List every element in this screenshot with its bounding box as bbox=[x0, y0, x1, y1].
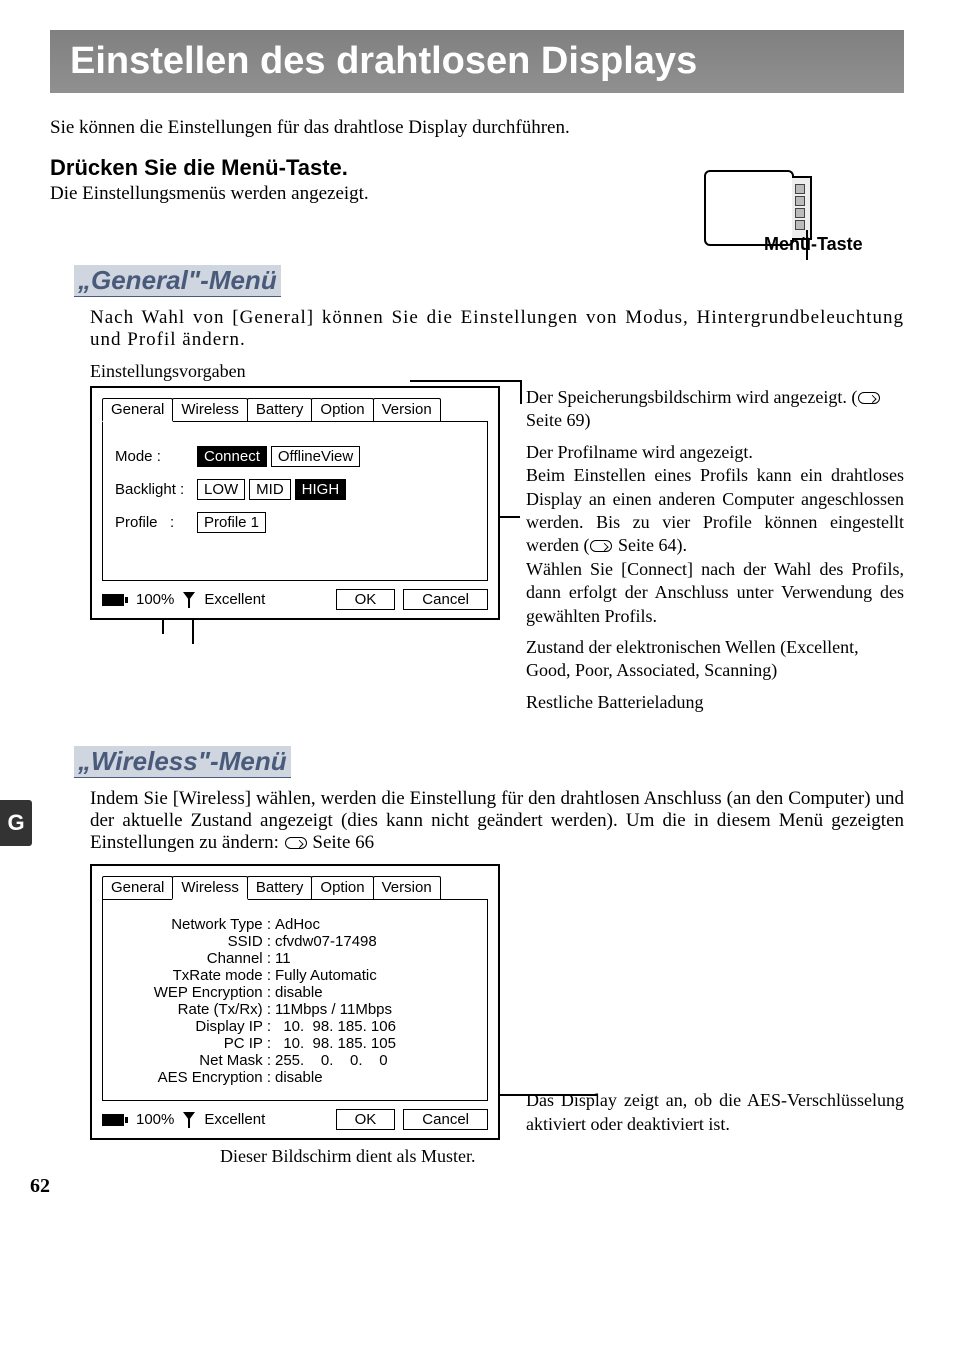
wl-label-ssid: SSID : bbox=[115, 933, 275, 950]
page-ref-icon bbox=[285, 837, 307, 849]
profile-value[interactable]: Profile 1 bbox=[197, 512, 266, 533]
wl-val-wep: disable bbox=[275, 984, 323, 1001]
wl-val-pcip: 10. 98. 185. 105 bbox=[275, 1035, 396, 1052]
ok-button[interactable]: OK bbox=[336, 589, 396, 610]
page-title: Einstellen des drahtlosen Displays bbox=[50, 30, 904, 93]
battery-percent: 100% bbox=[136, 1111, 174, 1128]
wireless-body: Indem Sie [Wireless] wählen, werden die … bbox=[90, 788, 904, 854]
page-ref-icon bbox=[858, 392, 880, 404]
backlight-label: Backlight : bbox=[115, 481, 197, 498]
wireless-bottom-caption: Dieser Bildschirm dient als Muster. bbox=[220, 1146, 904, 1167]
general-body: Nach Wahl von [General] können Sie die E… bbox=[90, 307, 904, 351]
general-heading: „General"-Menü bbox=[74, 265, 281, 297]
cancel-button[interactable]: Cancel bbox=[403, 589, 488, 610]
wl-label-netmask: Net Mask : bbox=[115, 1052, 275, 1069]
annot-battery: Restliche Batterieladung bbox=[526, 691, 904, 714]
tab-battery[interactable]: Battery bbox=[247, 398, 313, 422]
wl-label-displayip: Display IP : bbox=[115, 1018, 275, 1035]
tab-version[interactable]: Version bbox=[373, 876, 441, 900]
mode-connect-option[interactable]: Connect bbox=[197, 446, 267, 467]
signal-icon bbox=[182, 1112, 196, 1128]
annot-aes: Das Display zeigt an, ob die AES-Verschl… bbox=[526, 1089, 904, 1136]
backlight-mid-option[interactable]: MID bbox=[249, 479, 291, 500]
annot-signal: Zustand der elektronischen Wellen (Excel… bbox=[526, 636, 904, 683]
wireless-heading: „Wireless"-Menü bbox=[74, 746, 291, 778]
mode-label: Mode : bbox=[115, 448, 197, 465]
annot-profile: Der Profilname wird angezeigt. Beim Eins… bbox=[526, 441, 904, 628]
wl-val-rate: 11Mbps / 11Mbps bbox=[275, 1001, 392, 1018]
wireless-settings-window: General Wireless Battery Option Version … bbox=[90, 864, 500, 1140]
cancel-button[interactable]: Cancel bbox=[403, 1109, 488, 1130]
mode-offlineview-option[interactable]: OfflineView bbox=[271, 446, 360, 467]
battery-icon bbox=[102, 594, 128, 606]
wl-val-txrate: Fully Automatic bbox=[275, 967, 377, 984]
tab-wireless[interactable]: Wireless bbox=[172, 398, 248, 422]
profile-label: Profile : bbox=[115, 514, 197, 531]
wl-val-ssid: cfvdw07-17498 bbox=[275, 933, 377, 950]
wl-val-displayip: 10. 98. 185. 106 bbox=[275, 1018, 396, 1035]
wl-label-pcip: PC IP : bbox=[115, 1035, 275, 1052]
tab-wireless[interactable]: Wireless bbox=[172, 876, 248, 900]
tab-version[interactable]: Version bbox=[373, 398, 441, 422]
ok-button[interactable]: OK bbox=[336, 1109, 396, 1130]
wl-label-aes: AES Encryption : bbox=[115, 1069, 275, 1086]
tab-option[interactable]: Option bbox=[311, 876, 373, 900]
signal-status: Excellent bbox=[204, 1111, 265, 1128]
signal-icon bbox=[182, 592, 196, 608]
intro-text: Sie können die Einstellungen für das dra… bbox=[50, 117, 904, 139]
wl-val-netmask: 255. 0. 0. 0 bbox=[275, 1052, 388, 1069]
device-illustration: Menü-Taste bbox=[644, 170, 904, 280]
annot-save-screen: Der Speicherungsbildschirm wird angezeig… bbox=[526, 386, 904, 433]
wl-val-networktype: AdHoc bbox=[275, 916, 320, 933]
wl-val-aes: disable bbox=[275, 1069, 323, 1086]
tab-general[interactable]: General bbox=[102, 398, 173, 422]
battery-icon bbox=[102, 1114, 128, 1126]
tab-general[interactable]: General bbox=[102, 876, 173, 900]
wl-label-txrate: TxRate mode : bbox=[115, 967, 275, 984]
tab-option[interactable]: Option bbox=[311, 398, 373, 422]
page-ref-icon bbox=[590, 540, 612, 552]
menu-key-label: Menü-Taste bbox=[764, 234, 863, 255]
tab-battery[interactable]: Battery bbox=[247, 876, 313, 900]
wl-label-rate: Rate (Tx/Rx) : bbox=[115, 1001, 275, 1018]
general-settings-window: General Wireless Battery Option Version … bbox=[90, 386, 500, 620]
wireless-info-list: Network Type :AdHoc SSID :cfvdw07-17498 … bbox=[111, 910, 479, 1090]
page-number: 62 bbox=[30, 1175, 904, 1198]
wl-val-channel: 11 bbox=[275, 950, 291, 967]
signal-status: Excellent bbox=[204, 591, 265, 608]
battery-percent: 100% bbox=[136, 591, 174, 608]
wl-label-wep: WEP Encryption : bbox=[115, 984, 275, 1001]
backlight-low-option[interactable]: LOW bbox=[197, 479, 245, 500]
general-caption: Einstellungsvorgaben bbox=[90, 361, 904, 382]
backlight-high-option[interactable]: HIGH bbox=[295, 479, 347, 500]
wl-label-channel: Channel : bbox=[115, 950, 275, 967]
wl-label-networktype: Network Type : bbox=[115, 916, 275, 933]
